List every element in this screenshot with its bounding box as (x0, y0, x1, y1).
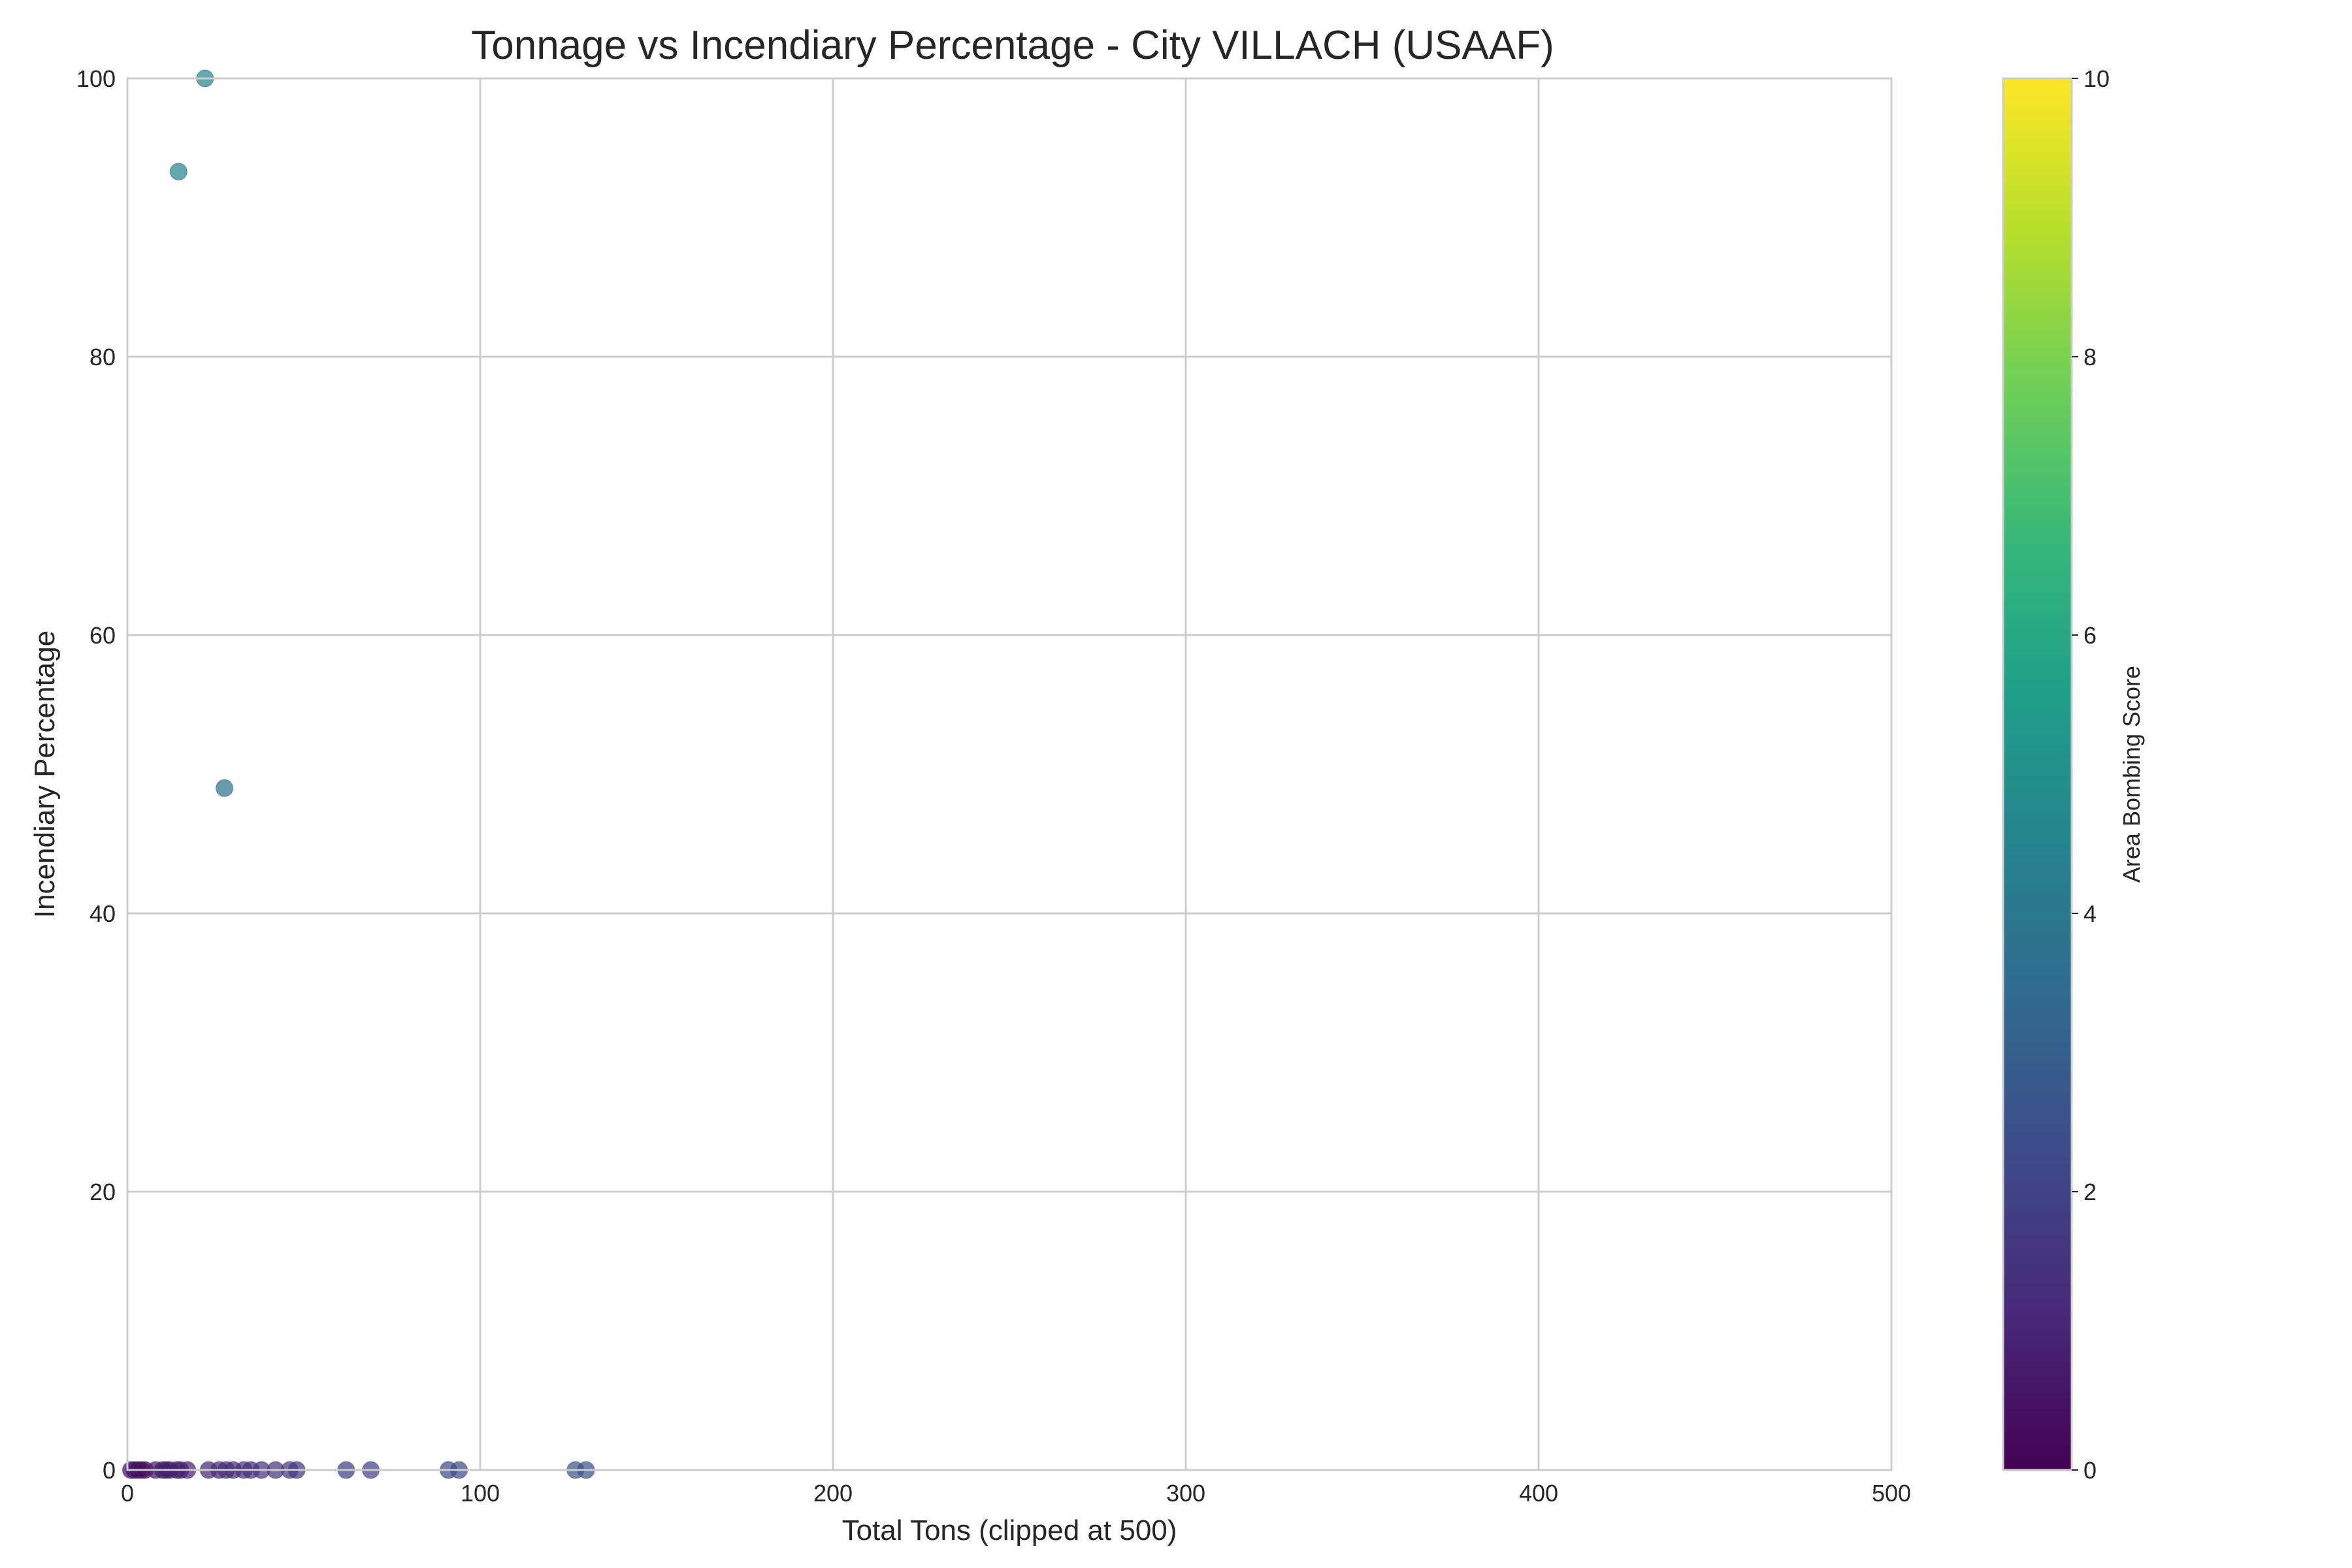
colorbar-label: Area Bombing Score (2118, 666, 2145, 883)
x-tick-label: 300 (1166, 1480, 1205, 1507)
x-tick-label: 500 (1872, 1480, 1911, 1507)
chart-title: Tonnage vs Incendiary Percentage - City … (471, 23, 1554, 68)
x-tick-label: 200 (813, 1480, 853, 1507)
colorbar-tick-label: 6 (2083, 622, 2097, 649)
colorbar-tick-label: 4 (2083, 900, 2097, 927)
x-tick-labels: 0 100 200 300 400 500 (121, 1480, 1911, 1507)
plot-area (127, 78, 1891, 1470)
plot-frame (126, 77, 1893, 1471)
colorbar-tick-labels: 0 2 4 6 8 10 (2072, 65, 2110, 1484)
colorbar-tick-label: 0 (2083, 1457, 2097, 1484)
y-tick-label: 0 (103, 1457, 116, 1484)
y-tick-label: 40 (90, 900, 116, 927)
x-tick-label: 400 (1519, 1480, 1558, 1507)
y-tick-label: 100 (76, 65, 116, 92)
colorbar-tick-label: 2 (2083, 1179, 2097, 1205)
x-tick-label: 100 (461, 1480, 500, 1507)
y-tick-label: 80 (90, 344, 116, 370)
x-tick-label: 0 (121, 1480, 134, 1507)
scatter-point (169, 162, 188, 181)
colorbar-tick-label: 10 (2083, 65, 2110, 92)
colorbar (2002, 77, 2073, 1471)
gridlines (126, 77, 1893, 1471)
colorbar-tick-label: 8 (2083, 344, 2097, 370)
y-tick-label: 20 (90, 1179, 116, 1205)
x-axis-label: Total Tons (clipped at 500) (842, 1514, 1177, 1546)
scatter-point (215, 779, 234, 798)
y-tick-label: 60 (90, 622, 116, 649)
y-tick-labels: 0 20 40 60 80 100 (76, 65, 116, 1484)
y-axis-label: Incendiary Percentage (29, 630, 61, 918)
